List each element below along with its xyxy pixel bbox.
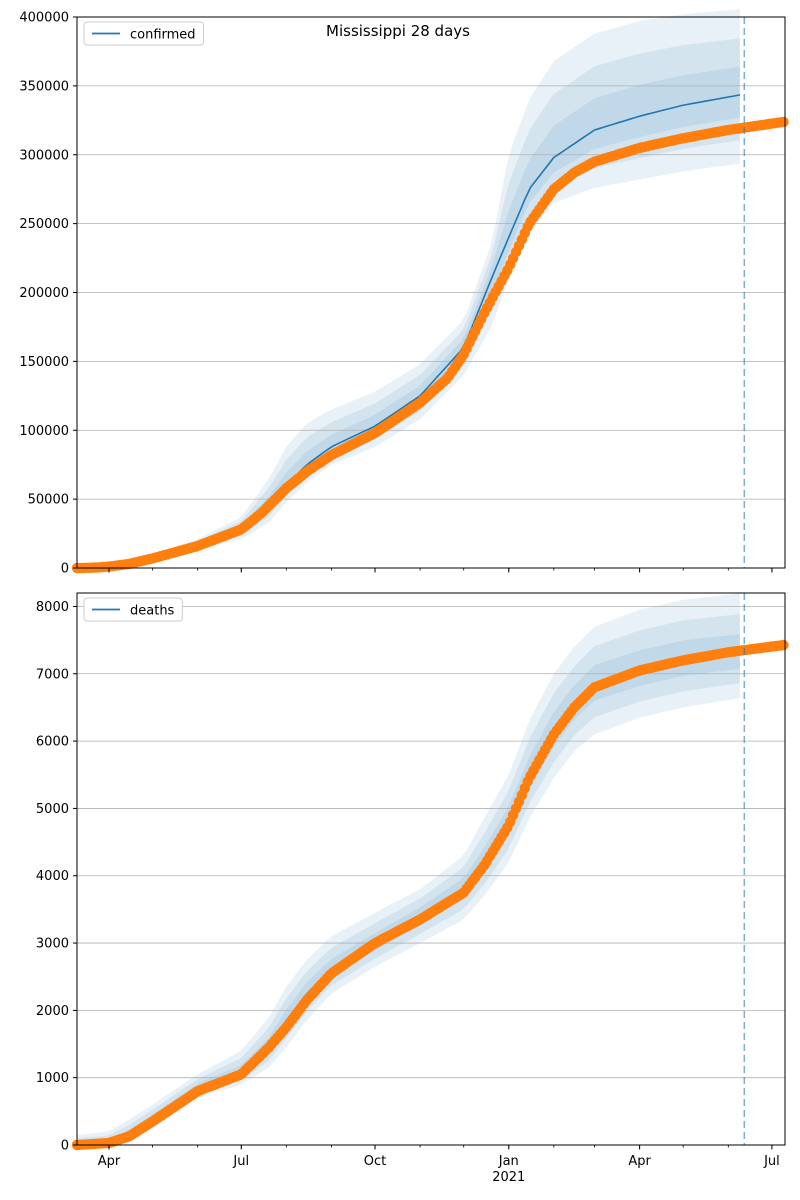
y-tick-label: 1000 [36,1071,69,1086]
figure-title: Mississippi 28 days [326,22,470,40]
deaths-panel: 0 1000 2000 3000 4000 5000 6000 7000 8000 Apr Jul… [36,592,789,1185]
x-tick-year-label: 2021 [492,1170,525,1185]
confirmed-uncertainty-bands [77,9,740,569]
y-tick-label: 100000 [19,424,69,439]
x-tick-label: Jul [232,1154,249,1169]
y-tick-label: 4000 [36,869,69,884]
x-tick-label: Jul [763,1154,780,1169]
y-tick-label: 400000 [19,11,69,26]
y-tick-label: 8000 [36,600,69,615]
y-tick-label: 6000 [36,735,69,750]
y-tick-label: 350000 [19,79,69,94]
y-tick-label: 300000 [19,148,69,163]
y-tick-label: 200000 [19,286,69,301]
y-tick-label: 0 [61,562,69,577]
confirmed-legend: confirmed [83,21,205,46]
y-tick-label: 2000 [36,1004,69,1019]
confirmed-y-axis: 0 50000 100000 150000 200000 250000 300000 3500… [19,11,77,577]
deaths-axes-frame [76,592,786,1146]
y-tick-label: 250000 [19,217,69,232]
confirmed-panel: 0 50000 100000 150000 200000 250000 300000 3500… [19,9,789,577]
uncertainty-band-1 [77,9,740,569]
y-tick-label: 5000 [36,802,69,817]
y-tick-label: 7000 [36,667,69,682]
legend-label-confirmed: confirmed [130,28,196,43]
legend-box [83,21,205,46]
observed-point [778,639,789,651]
uncertainty-band-2 [77,614,740,1145]
uncertainty-band-3 [77,66,740,568]
x-tick-label: Jan [498,1154,519,1169]
deaths-y-axis: 0 1000 2000 3000 4000 5000 6000 7000 8000 [36,600,77,1154]
deaths-uncertainty-bands [77,593,740,1145]
x-tick-label: Apr [98,1154,121,1169]
legend-label-deaths: deaths [130,604,175,619]
deaths-gridlines [77,606,785,1079]
deaths-legend: deaths [83,597,183,622]
confirmed-x-axis [108,568,773,573]
uncertainty-band-1 [77,593,740,1145]
y-tick-label: 0 [61,1139,69,1154]
y-tick-label: 3000 [36,937,69,952]
x-tick-label: Apr [628,1154,651,1169]
legend-box [83,597,183,622]
confirmed-axes-frame [76,16,786,569]
observed-point [778,116,789,128]
y-tick-label: 150000 [19,355,69,370]
x-tick-label: Oct [364,1154,386,1169]
y-tick-label: 50000 [28,493,69,508]
confirmed-observed-points [71,116,789,574]
